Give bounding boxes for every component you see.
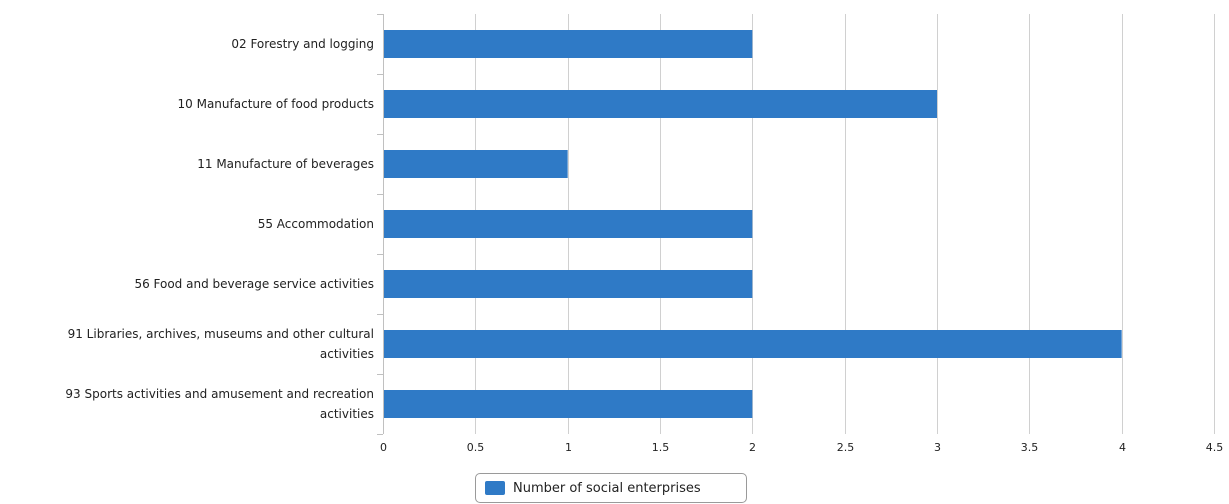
grid-lines bbox=[475, 14, 1215, 434]
x-tick-label: 3 bbox=[934, 441, 941, 454]
category-label: 91 Libraries, archives, museums and othe… bbox=[68, 327, 374, 341]
category-labels: 02 Forestry and logging 10 Manufacture of… bbox=[65, 37, 374, 421]
bar[interactable] bbox=[384, 210, 753, 238]
x-tick-label: 4.5 bbox=[1206, 441, 1224, 454]
x-tick-label: 1 bbox=[565, 441, 572, 454]
x-tick-label: 0 bbox=[380, 441, 387, 454]
bar[interactable] bbox=[384, 150, 568, 178]
bar[interactable] bbox=[384, 270, 753, 298]
category-label: 11 Manufacture of beverages bbox=[197, 157, 374, 171]
category-label: 02 Forestry and logging bbox=[231, 37, 374, 51]
x-tick-label: 2.5 bbox=[837, 441, 855, 454]
bar[interactable] bbox=[384, 330, 1122, 358]
x-tick-label: 2 bbox=[749, 441, 756, 454]
legend-swatch bbox=[485, 481, 505, 495]
x-tick-label: 4 bbox=[1119, 441, 1126, 454]
category-label: activities bbox=[320, 407, 374, 421]
legend-series-name: Number of social enterprises bbox=[513, 480, 701, 496]
bar[interactable] bbox=[384, 390, 753, 418]
axes bbox=[377, 14, 384, 435]
x-tick-label: 3.5 bbox=[1021, 441, 1039, 454]
category-label: activities bbox=[320, 347, 374, 361]
bar[interactable] bbox=[384, 90, 937, 118]
x-tick-label: 1.5 bbox=[652, 441, 670, 454]
legend[interactable]: Number of social enterprises bbox=[475, 473, 747, 503]
category-label: 56 Food and beverage service activities bbox=[134, 277, 374, 291]
category-label: 55 Accommodation bbox=[258, 217, 374, 231]
category-label: 93 Sports activities and amusement and r… bbox=[65, 387, 374, 401]
x-tick-label: 0.5 bbox=[467, 441, 485, 454]
x-tick-labels: 0 0.5 1 1.5 2 2.5 3 3.5 4 4.5 bbox=[380, 441, 1223, 454]
bar[interactable] bbox=[384, 30, 753, 58]
bars bbox=[384, 30, 1122, 418]
category-label: 10 Manufacture of food products bbox=[178, 97, 374, 111]
